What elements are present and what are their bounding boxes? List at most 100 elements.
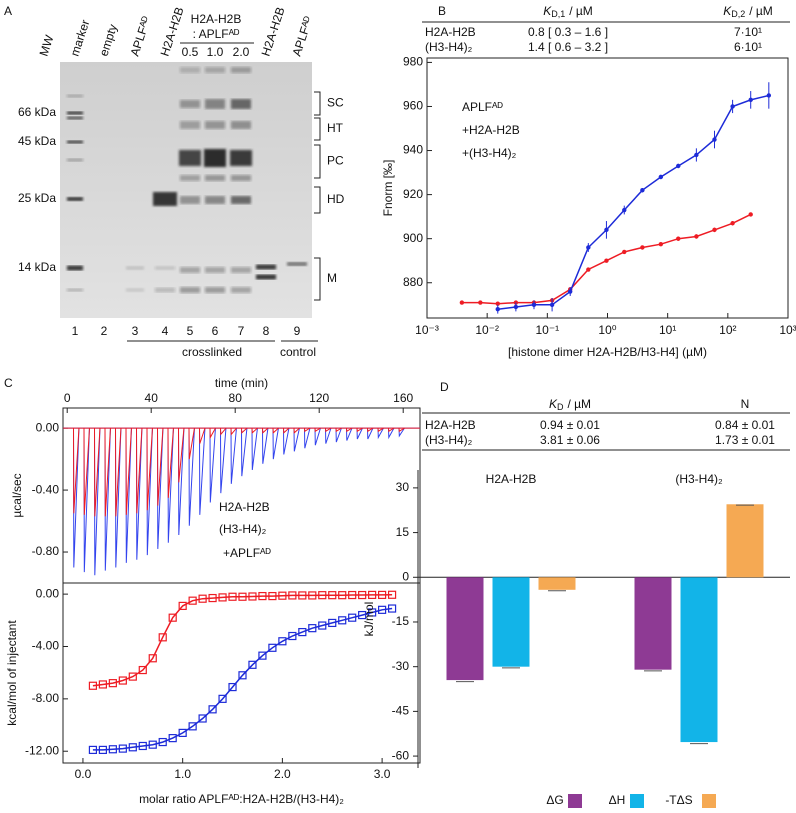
injection-peak	[346, 427, 353, 441]
injection-peak	[178, 428, 185, 483]
bar	[680, 577, 718, 743]
injection-peak	[188, 428, 195, 460]
data-point	[338, 616, 347, 625]
gel-band	[155, 287, 175, 293]
data-point	[658, 174, 664, 180]
gel-band	[180, 287, 200, 293]
mw-label: 66 kDa	[18, 105, 56, 119]
gel-band	[126, 288, 144, 292]
x-tick-label: 0.0	[75, 767, 92, 781]
data-point	[208, 593, 217, 603]
legend-entry: +(H3-H4)₂	[462, 146, 517, 160]
bar	[634, 577, 672, 670]
data-point	[712, 137, 717, 142]
table-cell: 3.81 ± 0.06	[540, 433, 600, 447]
data-point	[258, 591, 267, 601]
injection-peak	[241, 428, 248, 477]
data-point	[586, 245, 591, 250]
legend-entry: +H2A-H2B	[462, 123, 520, 137]
data-point	[368, 590, 377, 600]
data-point	[387, 590, 397, 599]
injection-peak	[220, 428, 227, 494]
injection-peak	[293, 428, 300, 452]
plot-frame	[426, 57, 789, 319]
injection-peak	[83, 428, 90, 515]
y-tick-label: 0.00	[36, 586, 60, 600]
bar	[726, 504, 764, 578]
data-point	[308, 624, 317, 633]
lane-number: 9	[294, 324, 301, 338]
legend-entry: (H3-H4)₂	[219, 522, 267, 536]
mw-label: 25 kDa	[18, 191, 56, 205]
x-tick-label: 10⁻³	[415, 323, 439, 337]
symbol: K	[549, 397, 558, 411]
table-cell: H2A-H2B	[425, 25, 476, 39]
injection-peak	[325, 427, 332, 444]
data-point	[459, 300, 465, 305]
table-cell: 7·10¹	[734, 25, 762, 39]
bracket	[314, 91, 321, 116]
data-point	[308, 591, 317, 600]
injection-peak	[94, 428, 101, 517]
symbol: K	[723, 4, 732, 18]
injection-peak	[335, 427, 342, 443]
gel-band	[180, 100, 200, 108]
data-point	[108, 745, 117, 754]
y-tick-label: -8.00	[32, 691, 60, 705]
data-point	[568, 289, 573, 294]
y-tick-label: 880	[403, 275, 423, 289]
band-label: HT	[327, 121, 344, 135]
data-point	[218, 593, 227, 602]
y-tick-label: 15	[396, 525, 410, 539]
y-tick-label: 980	[403, 55, 423, 69]
data-point	[238, 671, 247, 680]
data-point	[712, 227, 717, 233]
unit: / µM	[749, 4, 773, 18]
gel-band	[180, 267, 200, 273]
data-point	[730, 221, 735, 226]
lane-header: MW	[37, 33, 57, 58]
data-point	[288, 591, 297, 600]
gel-band	[67, 111, 83, 115]
injection-peak	[220, 427, 227, 436]
data-point	[622, 207, 627, 213]
table-header: KD,1 / µM	[543, 4, 593, 19]
injection-peak	[251, 427, 258, 434]
subscript: D,1	[551, 9, 565, 19]
band-label: SC	[327, 96, 344, 110]
legend-title: +APLFᴬᴰ	[223, 546, 271, 560]
mw-label: 14 kDa	[18, 260, 56, 274]
table-cell: (H3-H4)₂	[425, 433, 473, 447]
data-point	[318, 621, 327, 630]
y-tick-label: -4.00	[32, 639, 60, 653]
data-point	[238, 592, 247, 601]
gel-band	[67, 94, 83, 98]
data-point	[676, 163, 681, 169]
data-point	[248, 660, 257, 669]
lane-header: APLFᴬᴰ	[290, 14, 316, 58]
data-point	[278, 591, 287, 600]
gel-band	[67, 265, 83, 271]
table-cell: H2A-H2B	[425, 418, 476, 432]
data-point	[188, 722, 197, 731]
injection-peak	[115, 428, 122, 517]
data-point	[495, 306, 500, 312]
data-point	[168, 613, 177, 622]
legend-entry: H2A-H2B	[219, 500, 270, 514]
data-point	[108, 679, 117, 688]
table-cell: 1.4 [ 0.6 – 3.2 ]	[528, 40, 608, 54]
y-axis-title: µcal/sec	[10, 473, 24, 517]
subscript: D,2	[731, 9, 745, 19]
gel-band	[231, 121, 251, 129]
y-tick-label: -45	[392, 704, 410, 718]
lane-number: 3	[132, 324, 139, 338]
lane-number: 8	[263, 324, 270, 338]
injection-peak	[209, 428, 216, 503]
gel-band	[205, 67, 225, 73]
injection-peak	[325, 427, 332, 433]
group-label: crosslinked	[182, 345, 242, 359]
table-header: KD / µM	[549, 397, 591, 412]
gel-band	[67, 288, 83, 292]
x-tick-label: 120	[309, 391, 329, 405]
data-point	[278, 637, 287, 646]
